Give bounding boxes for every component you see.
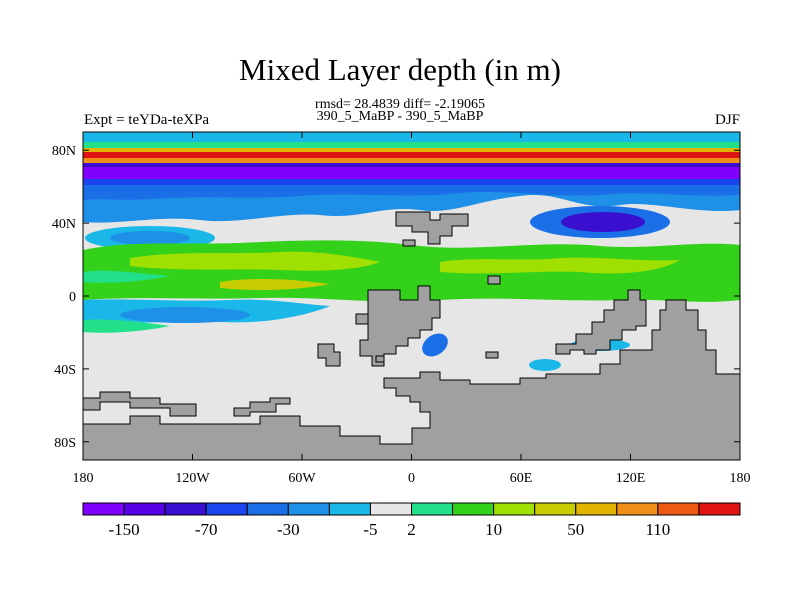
tropical-yellow-1	[130, 251, 380, 271]
sind-patch	[529, 359, 561, 371]
land-antarctica-eastern	[83, 299, 740, 460]
stats-line: rmsd= 28.4839 diff= -2.19065	[315, 97, 485, 112]
land-island-5	[375, 355, 385, 363]
land-mask	[83, 211, 740, 460]
colorbar-box	[575, 502, 618, 516]
spac-teal	[83, 319, 170, 333]
colorbar-box	[369, 502, 412, 516]
lon-label: 120W	[175, 471, 210, 486]
land-europe	[395, 211, 469, 245]
asia-deep-patch	[561, 212, 645, 232]
colorbar-label: -70	[195, 520, 218, 539]
safrica-patch	[422, 333, 448, 357]
lat-label: 0	[69, 290, 76, 305]
lat-label: 40S	[54, 363, 76, 378]
lon-label: 0	[408, 471, 415, 486]
land-island-1	[402, 239, 416, 247]
colorbar-label: 2	[407, 520, 416, 539]
land-island-4	[485, 351, 499, 359]
lon-axis: 180 120W 60W 0 60E 120E 180	[73, 132, 751, 486]
colorbar-box	[205, 502, 248, 516]
tropical-teal	[83, 270, 170, 283]
colorbar-label: 50	[567, 520, 584, 539]
colorbar-box	[534, 502, 577, 516]
season-label: DJF	[714, 112, 740, 128]
colorbar-box	[493, 502, 536, 516]
colorbar-box	[123, 502, 166, 516]
band-arctic-7	[83, 179, 740, 185]
band-arctic-1	[83, 142, 740, 148]
colorbar-box	[452, 502, 495, 516]
npac-patch-core	[110, 231, 190, 245]
colorbar-box	[287, 502, 330, 516]
colorbar-box	[164, 502, 207, 516]
colorbar-label: -30	[277, 520, 300, 539]
colorbar-box	[246, 502, 289, 516]
lat-label: 40N	[52, 217, 76, 232]
land-island-2	[355, 313, 369, 325]
colorbar: -150 -70 -30 -5 2 10 50 110	[82, 502, 741, 539]
land-antarctic-fragment	[233, 397, 291, 417]
land-india-region	[555, 289, 647, 355]
tropical-yellow-2	[440, 257, 680, 274]
lon-label: 60W	[288, 471, 316, 486]
colorbar-label: 10	[485, 520, 502, 539]
lon-label: 120E	[616, 471, 646, 486]
colorbar-label: 110	[645, 520, 670, 539]
lat-axis: 80N 40N 0 40S 80S	[52, 144, 740, 451]
band-arctic-5	[83, 163, 740, 167]
colorbar-box	[82, 502, 125, 516]
colorbar-box	[411, 502, 454, 516]
colorbar-box	[616, 502, 659, 516]
colorbar-box	[657, 502, 700, 516]
band-arctic-2	[83, 148, 740, 152]
nh-dark-blue-band	[83, 185, 740, 200]
land-island-3	[317, 343, 341, 367]
lat-label: 80N	[52, 144, 76, 159]
lon-label: 180	[730, 471, 751, 486]
band-arctic-6	[83, 167, 740, 179]
spac-patch-core	[120, 307, 250, 323]
lat-label: 80S	[54, 436, 76, 451]
land-africa	[359, 285, 441, 367]
colorbar-label: -5	[363, 520, 377, 539]
land-island-6	[487, 275, 501, 285]
experiment-subtitle: 390_5_MaBP - 390_5_MaBP	[316, 109, 484, 124]
tropical-yellow-3	[220, 278, 330, 291]
colorbar-box	[328, 502, 371, 516]
band-arctic-3	[83, 152, 740, 158]
land-antarctic-peninsula-w	[83, 391, 197, 417]
plot-title: Mixed Layer depth (in m)	[239, 52, 561, 87]
band-arctic-4	[83, 158, 740, 163]
lon-label: 60E	[510, 471, 533, 486]
colorbar-label: -150	[108, 520, 139, 539]
lon-label: 180	[73, 471, 94, 486]
colorbar-box	[698, 502, 741, 516]
experiment-label: Expt = teYDa-teXPa	[84, 112, 210, 128]
